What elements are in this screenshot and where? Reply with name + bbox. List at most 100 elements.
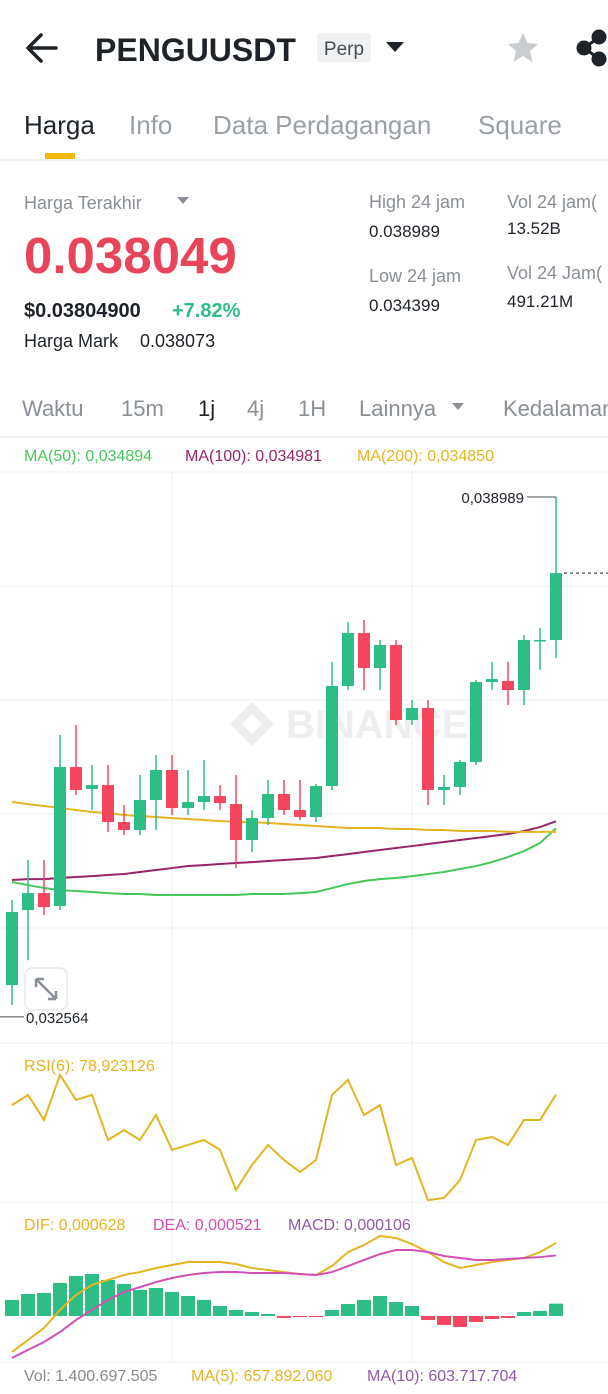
volume-legend: Vol: 1.400.697.505: [24, 1368, 158, 1385]
share-button[interactable]: [576, 29, 607, 67]
macd-bar: [357, 1299, 371, 1316]
candle-body: [6, 912, 18, 986]
expand-icon: [34, 977, 58, 1001]
macd-bar: [373, 1295, 387, 1316]
candle-body: [22, 893, 34, 911]
watermark-text: BINANCE: [286, 703, 468, 747]
volume-legend: MA(5): 657.892.060: [191, 1368, 333, 1385]
macd-bar: [229, 1309, 243, 1316]
macd-bar: [421, 1315, 435, 1320]
candle-body: [134, 800, 146, 831]
macd-bar: [437, 1315, 451, 1325]
back-button[interactable]: [26, 33, 58, 63]
legend-entry: DIF: 0,000628: [24, 1217, 126, 1234]
mark-price: 0.038073: [140, 331, 215, 351]
macd-bar: [37, 1292, 51, 1316]
favorite-star[interactable]: [508, 33, 538, 62]
chart-layer: MA(50): 0,034894 MA(100): 0,034981 MA(200)…: [0, 448, 608, 1385]
macd-bar: [181, 1295, 195, 1316]
macd-bar: [293, 1315, 307, 1318]
stat-value: 0.034399: [369, 296, 440, 315]
macd-bar: [213, 1305, 227, 1316]
macd-bar: [501, 1315, 515, 1318]
candle-body: [198, 796, 210, 803]
tab[interactable]: Data Perdagangan: [213, 110, 431, 140]
candle-body: [294, 810, 306, 818]
candle-body: [342, 633, 354, 687]
perp-badge: Perp: [324, 39, 364, 60]
candle-body: [326, 686, 338, 787]
macd-bar: [133, 1289, 147, 1316]
watermark: BINANCE: [230, 702, 468, 747]
macd-bar: [549, 1303, 563, 1316]
candle-body: [70, 767, 82, 790]
candle-body: [102, 785, 114, 823]
interval[interactable]: Waktu: [22, 396, 84, 421]
macd-bar: [405, 1305, 419, 1316]
legend-entry: MA(100): 0,034981: [185, 448, 322, 465]
macd-bar: [533, 1310, 547, 1316]
candle-body: [150, 770, 162, 801]
tab[interactable]: Info: [129, 110, 172, 140]
candle-body: [502, 681, 514, 690]
candle-body: [534, 639, 546, 642]
candle-body: [214, 796, 226, 804]
legend-entry: MA(200): 0,034850: [357, 448, 494, 465]
interval[interactable]: 15m: [121, 396, 164, 421]
max-marker-label: 0,038989: [461, 490, 524, 507]
candle-body: [422, 708, 434, 790]
macd-bar: [485, 1315, 499, 1320]
candle-body: [310, 786, 322, 818]
interval[interactable]: 1H: [298, 396, 326, 421]
candle-body: [406, 708, 418, 721]
stat-value: 13.52B: [507, 219, 561, 238]
stat-label: Harga Terakhir: [24, 193, 142, 213]
macd-bar: [117, 1284, 131, 1316]
stat-label: Vol 24 Jam(: [507, 263, 602, 283]
candle-body: [486, 679, 498, 683]
symbol-dropdown[interactable]: [386, 42, 404, 52]
tab[interactable]: Square: [478, 110, 562, 140]
volume-legend: MA(10): 603.717.704: [367, 1368, 517, 1385]
macd-bar: [453, 1315, 467, 1328]
macd-bar: [245, 1312, 259, 1316]
last-price: 0.038049: [24, 227, 237, 284]
candle-body: [438, 786, 450, 790]
macd-bar: [389, 1302, 403, 1316]
legend-entry: RSI(6): 78,923126: [24, 1058, 155, 1075]
candle-body: [118, 822, 130, 831]
chart-grid: [0, 470, 608, 1363]
stat-label: High 24 jam: [369, 192, 465, 212]
interval[interactable]: 1j: [198, 396, 215, 421]
interval[interactable]: Kedalaman: [503, 396, 608, 421]
min-marker-label: 0,032564: [26, 1010, 89, 1027]
symbol-title: PENGUUSDT: [95, 32, 296, 68]
candle-body: [470, 682, 482, 762]
interval[interactable]: 4j: [247, 396, 264, 421]
tab-indicator: [45, 153, 75, 159]
legend-entry: DEA: 0,000521: [153, 1217, 262, 1234]
macd-bar: [341, 1304, 355, 1316]
stat-label: Vol 24 jam(: [507, 192, 597, 212]
candle-body: [454, 761, 466, 787]
candle-body: [54, 767, 66, 907]
macd-bar: [5, 1299, 19, 1316]
more-dropdown[interactable]: [452, 403, 464, 410]
candle-body: [166, 770, 178, 809]
macd-bar: [165, 1292, 179, 1316]
macd-bar: [197, 1299, 211, 1316]
candle-body: [358, 633, 370, 669]
macd-bar: [101, 1279, 115, 1316]
macd-bar: [517, 1312, 531, 1316]
tab[interactable]: Harga: [24, 110, 95, 140]
candle-body: [374, 645, 386, 669]
price-change: +7.82%: [172, 300, 241, 322]
legend-entry: MA(50): 0,034894: [24, 448, 152, 465]
stat-value: 0.038989: [369, 222, 440, 241]
candle-body: [246, 818, 258, 840]
macd-bar: [261, 1314, 275, 1316]
price-type-dropdown[interactable]: [177, 197, 189, 204]
interval[interactable]: Lainnya: [359, 396, 437, 421]
